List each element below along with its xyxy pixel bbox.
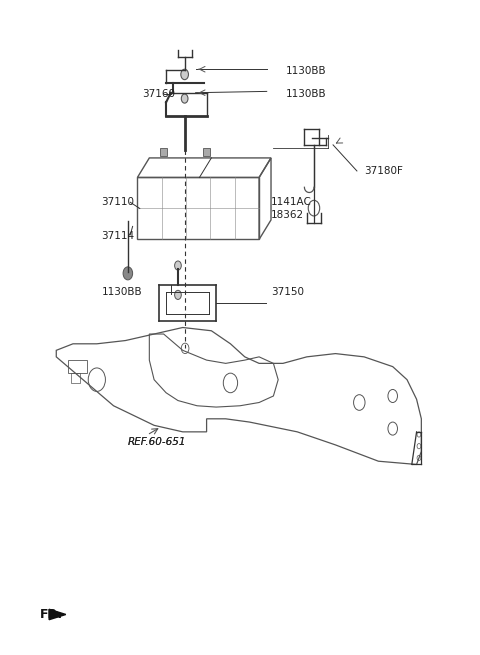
Bar bbox=[71, 373, 80, 383]
Circle shape bbox=[123, 267, 132, 280]
Text: 37150: 37150 bbox=[271, 287, 304, 297]
Text: 37114: 37114 bbox=[102, 231, 135, 241]
Circle shape bbox=[175, 261, 181, 270]
Bar bbox=[203, 148, 210, 156]
Text: 37180F: 37180F bbox=[364, 166, 403, 176]
Polygon shape bbox=[49, 609, 66, 620]
Text: FR.: FR. bbox=[39, 608, 63, 621]
Circle shape bbox=[175, 290, 181, 299]
Circle shape bbox=[181, 69, 189, 80]
Bar bbox=[160, 148, 168, 156]
Text: 18362: 18362 bbox=[271, 210, 304, 219]
Text: REF.60-651: REF.60-651 bbox=[128, 437, 186, 447]
Text: 37110: 37110 bbox=[102, 197, 134, 207]
Text: 1130BB: 1130BB bbox=[285, 66, 326, 76]
Text: 1130BB: 1130BB bbox=[102, 287, 142, 297]
Text: REF.60-651: REF.60-651 bbox=[128, 437, 186, 447]
Bar bbox=[68, 360, 87, 373]
Text: 1130BB: 1130BB bbox=[285, 89, 326, 99]
Circle shape bbox=[181, 94, 188, 103]
Text: 1141AC: 1141AC bbox=[271, 197, 312, 207]
Text: 37160: 37160 bbox=[142, 89, 175, 99]
